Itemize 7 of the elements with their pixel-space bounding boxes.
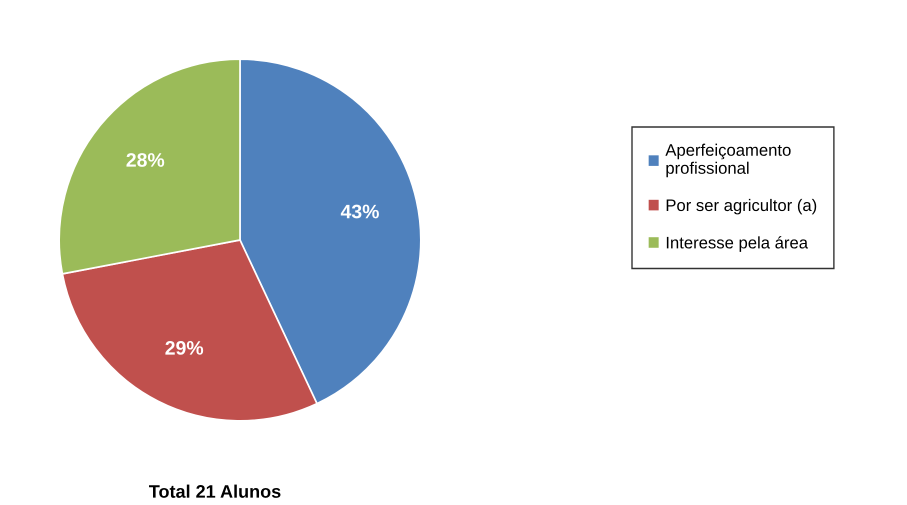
legend-label: Aperfeiçoamento profissional xyxy=(665,144,791,178)
data-label: 29% xyxy=(165,340,204,355)
data-label: 43% xyxy=(340,204,379,218)
legend-label: Interesse pela área xyxy=(666,236,808,252)
data-label: 28% xyxy=(126,153,164,167)
text: Total 21 Alunos xyxy=(149,484,280,498)
legend-label: Por ser agricultor (a) xyxy=(666,198,816,214)
